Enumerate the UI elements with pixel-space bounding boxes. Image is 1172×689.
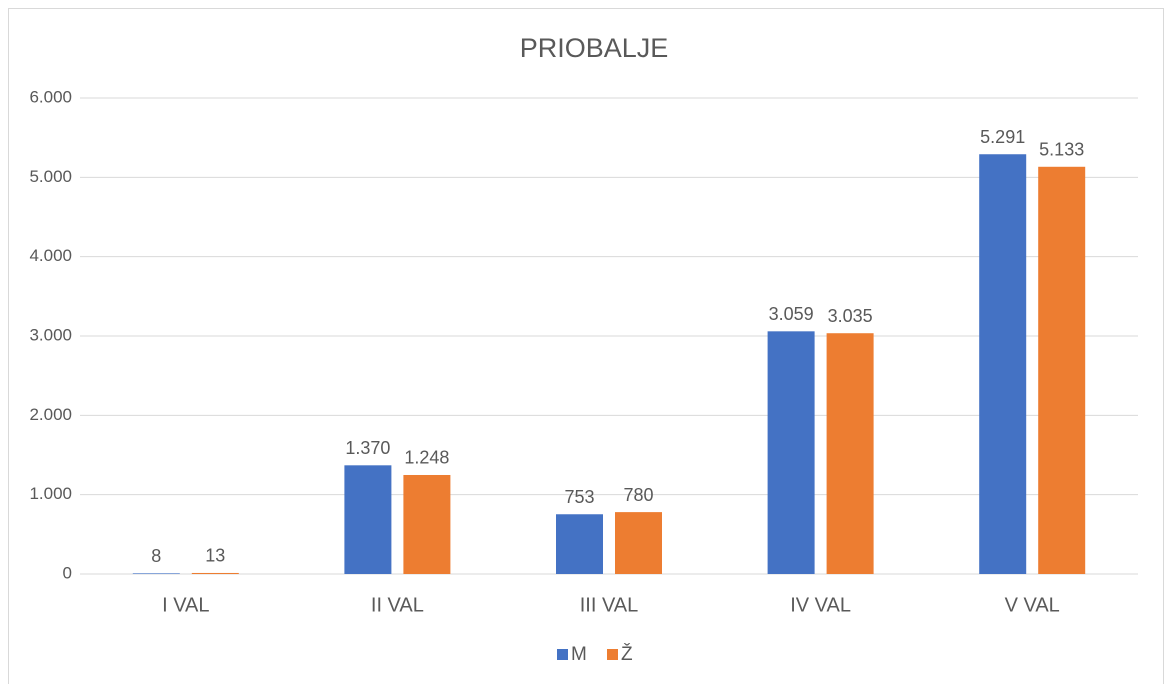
value-label: 13 bbox=[205, 546, 225, 566]
bar bbox=[979, 154, 1027, 575]
value-label: 780 bbox=[623, 485, 653, 505]
y-tick-label: 3.000 bbox=[29, 325, 72, 344]
x-tick-label: V VAL bbox=[1005, 594, 1060, 616]
legend-swatch bbox=[557, 649, 568, 660]
legend-label: Ž bbox=[621, 643, 633, 665]
bar bbox=[826, 333, 874, 574]
legend-swatch bbox=[607, 649, 618, 660]
y-tick-label: 6.000 bbox=[29, 87, 72, 106]
bar bbox=[1038, 166, 1086, 575]
bar bbox=[403, 474, 451, 574]
x-tick-label: IV VAL bbox=[790, 594, 851, 616]
bar bbox=[132, 573, 180, 574]
chart-border bbox=[8, 8, 1164, 689]
bar bbox=[556, 514, 603, 574]
y-tick-label: 0 bbox=[63, 563, 72, 582]
bar bbox=[344, 465, 392, 574]
y-tick-label: 2.000 bbox=[29, 405, 72, 424]
x-tick-label: II VAL bbox=[371, 594, 424, 616]
value-label: 5.291 bbox=[980, 127, 1025, 147]
value-label: 8 bbox=[151, 546, 161, 566]
legend-label: M bbox=[571, 644, 587, 665]
value-label: 5.133 bbox=[1039, 140, 1084, 160]
bar bbox=[615, 512, 662, 574]
y-tick-label: 5.000 bbox=[29, 167, 72, 186]
bar bbox=[191, 572, 239, 574]
value-label: 3.035 bbox=[828, 306, 873, 326]
x-tick-label: III VAL bbox=[580, 594, 639, 616]
y-tick-label: 1.000 bbox=[29, 484, 72, 503]
x-tick-label: I VAL bbox=[162, 594, 209, 616]
value-label: 753 bbox=[564, 487, 594, 507]
chart-title: PRIOBALJE bbox=[520, 33, 669, 63]
value-label: 1.370 bbox=[345, 438, 390, 458]
y-tick-label: 4.000 bbox=[29, 246, 72, 265]
value-label: 1.248 bbox=[404, 448, 449, 468]
bar bbox=[767, 331, 815, 574]
value-label: 3.059 bbox=[769, 304, 814, 324]
